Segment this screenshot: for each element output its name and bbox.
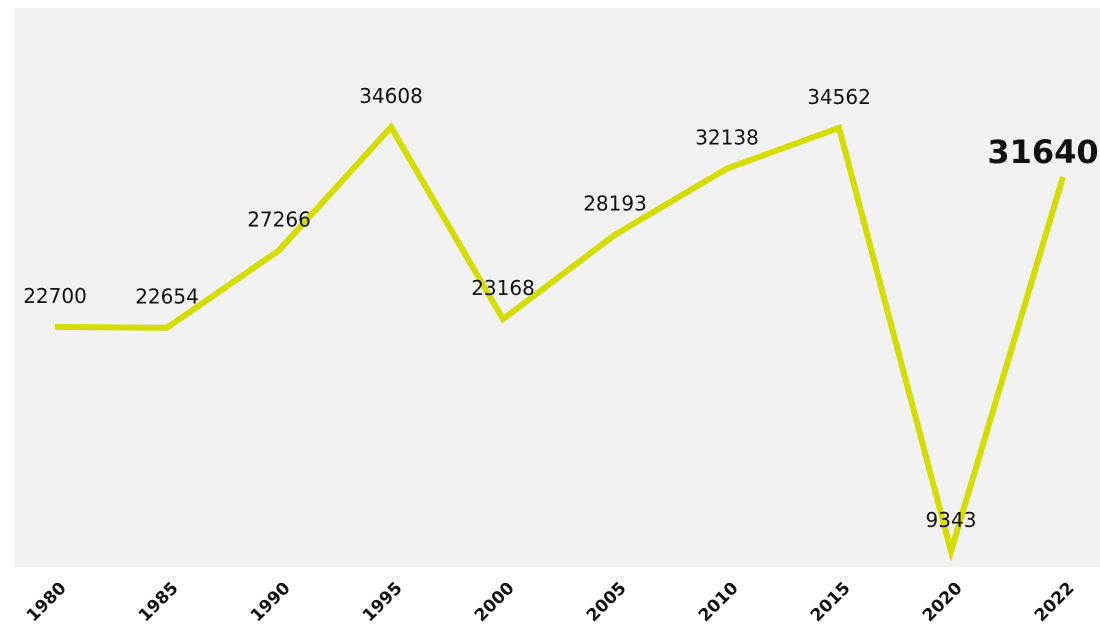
data-label: 34608: [359, 84, 423, 108]
x-tick-label: 2005: [583, 578, 631, 626]
data-label: 28193: [583, 192, 647, 216]
data-label: 9343: [926, 508, 977, 532]
x-tick-label: 1985: [135, 578, 183, 626]
x-tick-label: 1980: [23, 578, 71, 626]
data-label: 22654: [135, 285, 199, 309]
line: [54, 122, 1066, 563]
x-tick-label: 2010: [695, 578, 743, 626]
data-label: 23168: [471, 276, 535, 300]
x-tick-label: 2022: [1031, 578, 1079, 626]
x-tick-label: 1990: [247, 578, 295, 626]
data-label: 27266: [247, 207, 311, 231]
plot-background: [15, 8, 1100, 567]
x-tick-label: 2015: [807, 578, 855, 626]
x-tick-label: 2000: [471, 578, 519, 626]
data-label: 34562: [807, 85, 871, 109]
data-label: 32138: [695, 126, 759, 150]
x-tick-label: 1995: [359, 578, 407, 626]
x-tick-label: 2020: [919, 578, 967, 626]
data-label: 22700: [23, 284, 87, 308]
data-label: 31640: [987, 133, 1098, 171]
